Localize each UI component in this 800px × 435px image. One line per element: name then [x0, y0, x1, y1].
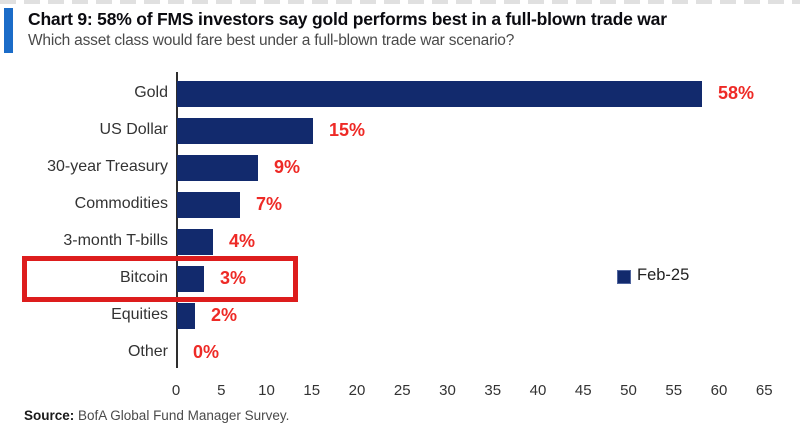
x-tick-5: 5: [217, 382, 226, 399]
value-label-3-month-t-bills: 4%: [229, 231, 256, 251]
x-tick-20: 20: [348, 382, 366, 399]
legend-swatch: [617, 270, 631, 284]
category-label-bitcoin: Bitcoin: [119, 269, 168, 286]
x-tick-50: 50: [620, 382, 637, 399]
x-tick-45: 45: [574, 382, 592, 399]
top-scan-artifact: [0, 0, 800, 4]
x-tick-35: 35: [484, 382, 502, 399]
category-label-3-month-t-bills: 3-month T-bills: [63, 232, 168, 249]
x-tick-15: 15: [303, 382, 321, 399]
x-tick-55: 55: [665, 382, 683, 399]
x-tick-10: 10: [258, 382, 275, 399]
category-label-equities: Equities: [111, 306, 168, 323]
x-tick-0: 0: [171, 382, 181, 399]
y-axis-line: [176, 72, 178, 368]
chart-title: Chart 9: 58% of FMS investors say gold p…: [28, 9, 667, 29]
category-label-us-dollar: US Dollar: [99, 121, 168, 138]
x-tick-40: 40: [529, 382, 547, 399]
value-label-other: 0%: [193, 342, 220, 362]
bar-commodities: [177, 192, 240, 218]
value-label-us-dollar: 15%: [329, 120, 366, 140]
value-label-commodities: 7%: [256, 194, 283, 214]
bar-30-year-treasury: [177, 155, 258, 181]
title-accent-bar: [4, 8, 13, 53]
bar-bitcoin: [177, 266, 204, 292]
chart-subtitle: Which asset class would fare best under …: [28, 32, 515, 49]
category-label-30-year-treasury: 30-year Treasury: [47, 158, 168, 175]
category-label-gold: Gold: [134, 84, 168, 101]
value-label-equities: 2%: [211, 305, 238, 325]
category-label-other: Other: [127, 343, 168, 360]
legend-label: Feb-25: [637, 266, 690, 284]
x-tick-60: 60: [710, 382, 728, 399]
value-label-bitcoin: 3%: [220, 268, 247, 288]
category-label-commodities: Commodities: [74, 195, 168, 212]
x-tick-65: 65: [755, 382, 773, 399]
x-tick-30: 30: [439, 382, 456, 399]
bar-equities: [177, 303, 195, 329]
bitcoin-highlight-box: [22, 256, 298, 302]
bar-gold: [177, 81, 702, 107]
value-label-30-year-treasury: 9%: [274, 157, 301, 177]
bar-us-dollar: [177, 118, 313, 144]
bar-3-month-t-bills: [177, 229, 213, 255]
source-text: BofA Global Fund Manager Survey.: [74, 408, 290, 423]
x-tick-25: 25: [393, 382, 411, 399]
value-label-gold: 58%: [718, 83, 755, 103]
source-line: Source: BofA Global Fund Manager Survey.: [24, 408, 289, 423]
source-label: Source:: [24, 408, 75, 423]
